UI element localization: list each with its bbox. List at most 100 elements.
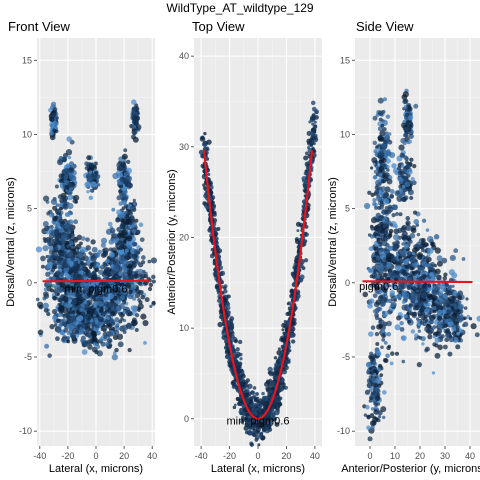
data-point: [425, 255, 429, 259]
data-point: [303, 155, 309, 161]
data-point: [205, 147, 210, 152]
data-point: [394, 324, 401, 331]
data-point: [124, 248, 129, 253]
data-point: [386, 331, 392, 337]
data-point: [97, 316, 105, 323]
data-point: [421, 273, 427, 279]
data-point: [57, 266, 61, 270]
data-point: [389, 253, 395, 259]
data-point: [37, 329, 44, 336]
data-point: [83, 330, 89, 336]
data-point: [53, 323, 58, 327]
data-point: [411, 251, 416, 256]
data-point: [252, 386, 257, 390]
data-point: [94, 349, 99, 355]
data-point: [96, 183, 101, 187]
data-point: [237, 339, 243, 345]
data-point: [395, 212, 399, 216]
data-point: [117, 341, 124, 348]
data-point: [114, 317, 120, 323]
data-point: [51, 215, 58, 222]
data-point: [368, 246, 374, 252]
data-point: [434, 337, 441, 343]
top-view-y-label: Anterior/Posterior (y, microns): [166, 169, 178, 314]
data-point: [131, 296, 137, 301]
data-point: [68, 326, 73, 331]
data-point: [446, 309, 452, 315]
data-point: [113, 273, 117, 277]
data-point: [411, 266, 415, 271]
y-tick-label: 20: [179, 232, 189, 242]
data-point: [55, 270, 61, 276]
data-point: [57, 297, 63, 303]
data-point: [120, 162, 127, 169]
data-point: [79, 241, 83, 246]
data-point: [108, 251, 115, 258]
data-point: [94, 338, 100, 344]
data-point: [142, 320, 149, 327]
data-point: [394, 270, 400, 276]
data-point: [369, 166, 374, 170]
data-point: [382, 252, 386, 257]
data-point: [392, 204, 399, 211]
data-point: [313, 137, 319, 143]
x-tick-label: -40: [195, 451, 208, 461]
data-point: [42, 245, 49, 252]
data-point: [247, 383, 253, 389]
data-point: [240, 381, 246, 388]
data-point: [81, 266, 86, 272]
data-point: [56, 318, 61, 323]
data-point: [73, 273, 77, 278]
data-point: [403, 275, 408, 280]
data-point: [52, 238, 58, 244]
data-point: [123, 267, 128, 273]
data-point: [52, 128, 56, 132]
data-point: [389, 223, 394, 227]
data-point: [405, 258, 410, 263]
data-point: [238, 410, 242, 414]
data-point: [463, 306, 468, 310]
data-point: [65, 164, 71, 169]
data-point: [405, 216, 411, 221]
data-point: [132, 262, 138, 268]
y-tick-label: -5: [24, 352, 32, 362]
data-point: [132, 136, 139, 143]
data-point: [313, 124, 317, 128]
data-point: [274, 404, 280, 411]
data-point: [96, 344, 101, 349]
x-tick-label: 20: [281, 451, 291, 461]
data-point: [42, 302, 49, 309]
data-point: [375, 195, 382, 202]
data-point: [261, 391, 265, 396]
data-point: [444, 337, 450, 343]
data-point: [82, 255, 89, 262]
x-tick-label: 40: [147, 451, 157, 461]
data-point: [444, 282, 450, 287]
data-point: [151, 279, 156, 284]
data-point: [390, 302, 395, 307]
data-point: [65, 149, 73, 156]
data-point: [401, 359, 406, 364]
data-point: [97, 300, 104, 307]
data-point: [449, 254, 456, 261]
data-point: [132, 241, 138, 247]
data-point: [206, 139, 212, 145]
data-point: [84, 161, 89, 166]
data-point: [451, 284, 455, 288]
data-point: [393, 233, 400, 241]
data-point: [135, 128, 139, 132]
data-point: [281, 328, 285, 332]
x-tick-label: -20: [61, 451, 74, 461]
data-point: [437, 344, 443, 351]
data-point: [296, 229, 300, 233]
data-point: [244, 388, 250, 394]
data-point: [89, 188, 93, 193]
data-point: [400, 264, 405, 268]
data-point: [132, 125, 137, 129]
data-point: [371, 157, 378, 164]
data-point: [390, 194, 394, 199]
data-point: [381, 329, 386, 333]
data-point: [257, 443, 261, 447]
